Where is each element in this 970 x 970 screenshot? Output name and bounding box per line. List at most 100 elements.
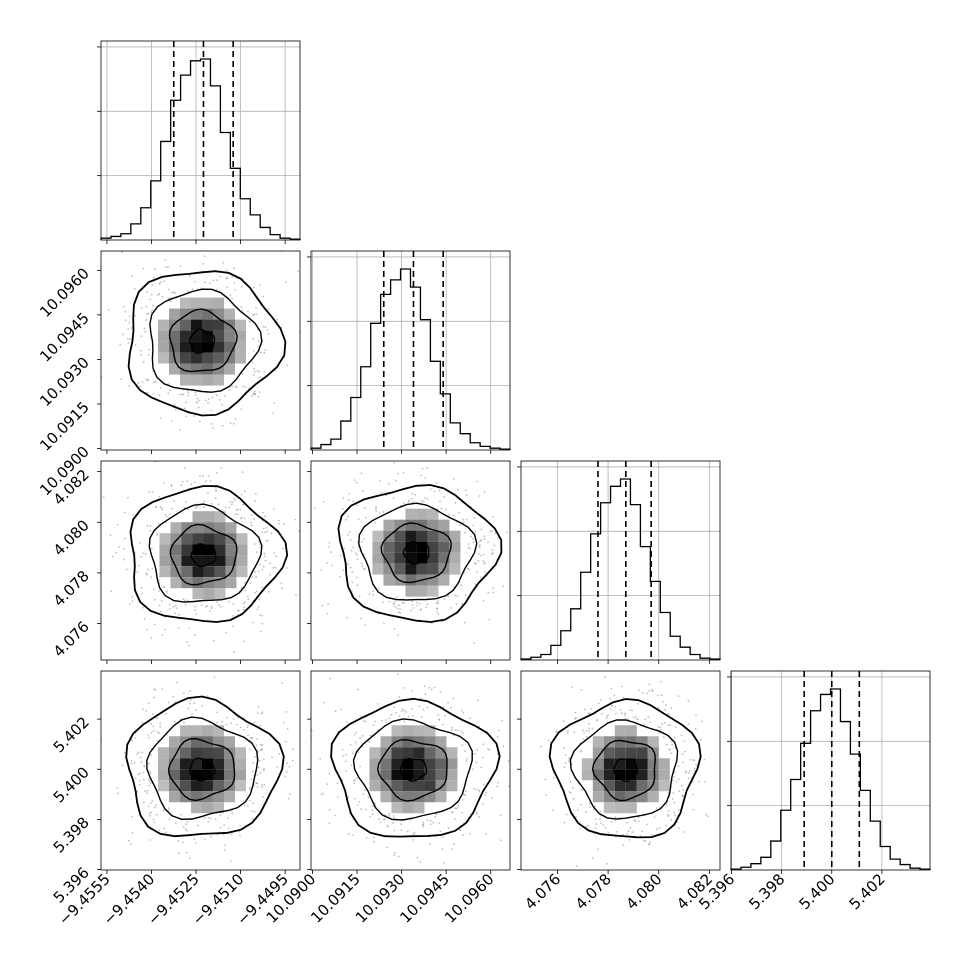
scatter-point: [263, 768, 265, 770]
scatter-point: [186, 456, 188, 458]
scatter-point: [339, 575, 341, 578]
scatter-1-0: [98, 251, 300, 458]
scatter-point: [355, 576, 358, 579]
scatter-point: [238, 830, 241, 833]
scatter-point: [163, 482, 166, 484]
scatter-point: [387, 825, 390, 828]
scatter-point: [372, 804, 374, 807]
scatter-point: [117, 792, 120, 795]
scatter-point: [461, 798, 464, 801]
scatter-point: [641, 830, 643, 833]
contour-2: [169, 523, 238, 586]
scatter-point: [148, 490, 151, 493]
scatter-point: [452, 514, 455, 517]
scatter-point: [278, 522, 281, 525]
scatter-point: [364, 808, 367, 811]
scatter-point: [567, 729, 569, 732]
x-tick-label-2-2: 4.080: [622, 870, 665, 913]
scatter-point: [228, 827, 230, 830]
histogram-step-2: [520, 478, 721, 660]
scatter-point: [232, 603, 235, 605]
density-cell: [236, 533, 248, 545]
scatter-point: [172, 696, 175, 698]
scatter-point: [150, 311, 153, 314]
scatter-point: [351, 752, 354, 755]
scatter-point: [146, 792, 149, 795]
scatter-point: [259, 546, 261, 549]
scatter-point: [345, 770, 348, 772]
scatter-point: [261, 586, 264, 589]
scatter-point: [153, 821, 156, 824]
scatter-point: [194, 842, 197, 844]
scatter-point: [695, 714, 697, 717]
scatter-point: [402, 471, 405, 474]
density-cell: [625, 769, 637, 781]
density-cell: [201, 725, 213, 737]
scatter-point: [230, 833, 233, 836]
scatter-point: [419, 861, 422, 863]
scatter-point: [466, 567, 469, 570]
density-cell: [394, 530, 406, 542]
scatter-point: [642, 691, 644, 694]
scatter-point: [357, 751, 360, 753]
scatter-point: [657, 706, 660, 709]
scatter-point: [481, 756, 484, 759]
scatter-point: [482, 783, 485, 786]
scatter-point: [240, 493, 243, 496]
scatter-point: [257, 340, 260, 343]
scatter-point: [465, 790, 468, 793]
scatter-point: [473, 516, 476, 519]
scatter-point: [448, 514, 450, 516]
scatter-point: [491, 553, 493, 555]
scatter-point: [376, 702, 379, 705]
scatter-point: [115, 551, 118, 554]
scatter-point: [70, 560, 72, 562]
scatter-point: [148, 770, 151, 773]
density-cell: [168, 769, 180, 781]
scatter-point: [210, 835, 213, 838]
scatter-point: [653, 816, 656, 819]
hist-frame-3: [730, 670, 931, 871]
density-cell: [369, 769, 381, 781]
density-cell: [201, 758, 213, 770]
scatter-point: [677, 778, 680, 781]
scatter-point: [204, 816, 206, 819]
scatter-point: [586, 736, 588, 738]
scatter-point: [247, 734, 249, 737]
scatter-point: [298, 530, 300, 532]
scatter-point: [167, 266, 169, 268]
scatter-point: [598, 818, 601, 820]
scatter-point: [626, 821, 628, 824]
scatter-point: [98, 349, 100, 351]
scatter-point: [658, 827, 661, 829]
scatter-point: [309, 763, 311, 765]
scatter-point: [149, 524, 152, 527]
density-cell: [212, 725, 224, 737]
scatter-point: [249, 788, 252, 790]
scatter-point: [278, 752, 280, 755]
density-cell: [190, 308, 202, 320]
scatter-point: [234, 418, 237, 420]
scatter-point: [153, 696, 155, 699]
scatter-point: [437, 600, 439, 603]
scatter-point: [689, 758, 691, 761]
scatter-point: [472, 537, 474, 540]
scatter-point: [420, 716, 423, 718]
scatter-point: [476, 748, 478, 751]
scatter-point: [186, 389, 189, 392]
density-cell: [170, 566, 182, 578]
scatter-point: [593, 805, 596, 807]
scatter-point: [199, 420, 201, 423]
scatter-point: [188, 857, 191, 859]
scatter-point: [161, 688, 164, 691]
scatter-point: [583, 732, 585, 734]
scatter-point: [242, 640, 245, 643]
scatter-point: [210, 502, 213, 505]
scatter-point: [629, 826, 632, 829]
scatter-point: [573, 731, 576, 733]
scatter-point: [188, 644, 190, 647]
density-cell: [168, 319, 180, 331]
scatter-point: [248, 320, 251, 323]
scatter-point: [665, 803, 668, 806]
density-cell: [380, 780, 392, 792]
